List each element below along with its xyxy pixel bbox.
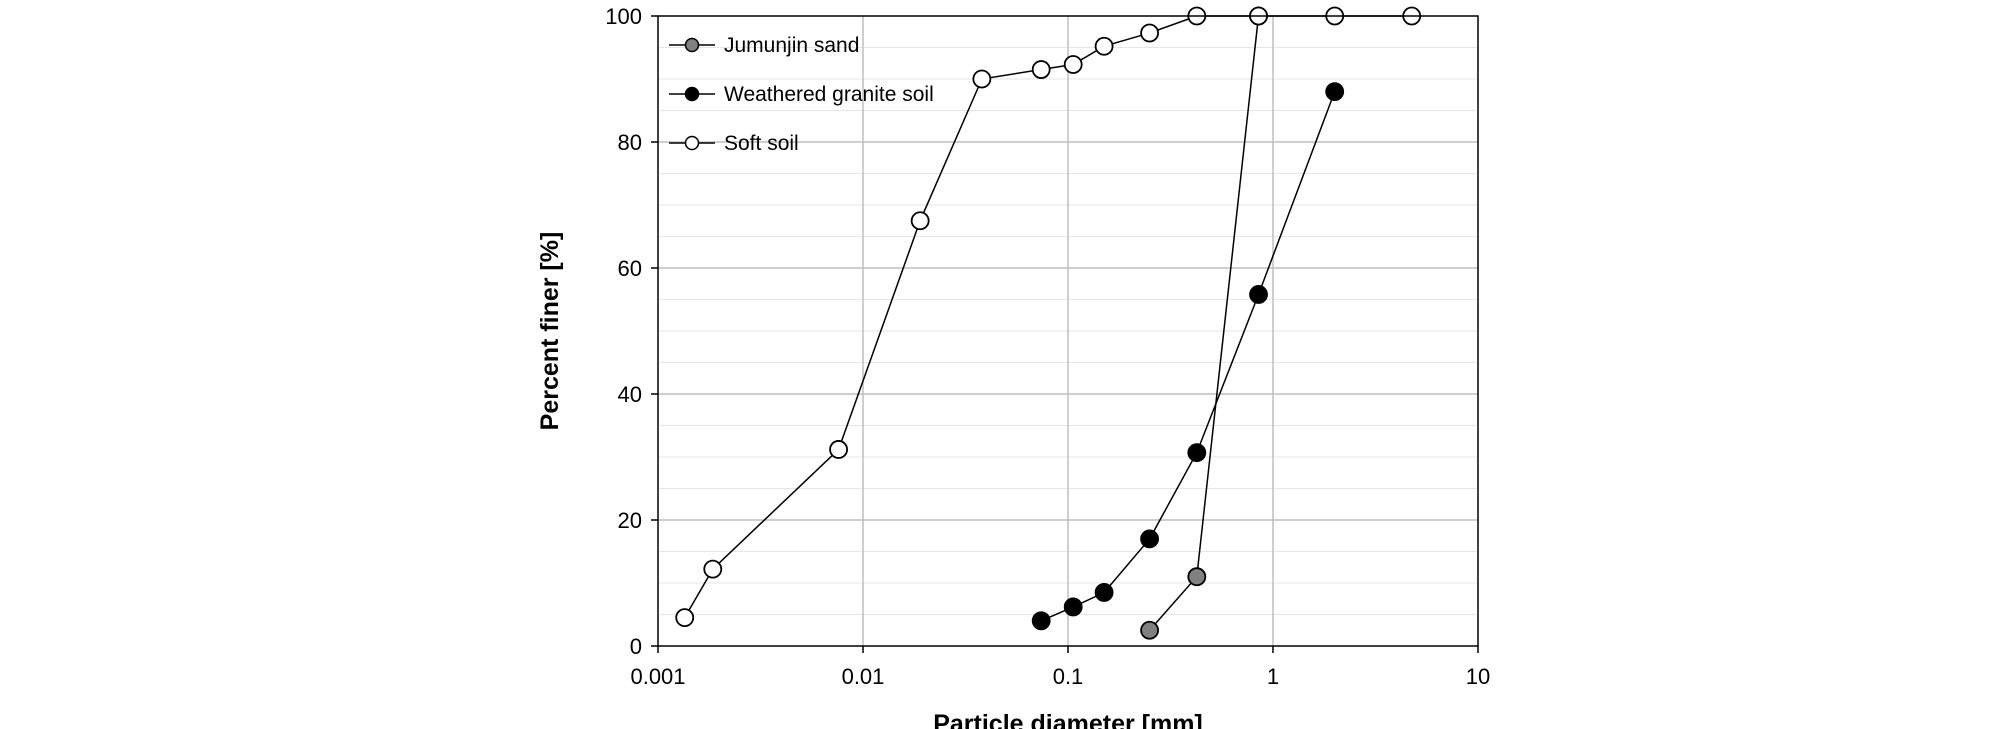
data-point	[1325, 82, 1345, 101]
series-line	[1040, 91, 1336, 622]
data-point	[1249, 285, 1268, 304]
legend-item: Jumunjin sand	[669, 34, 859, 57]
data-point	[1140, 23, 1159, 43]
y-tick-label: 80	[618, 130, 642, 155]
data-series	[675, 6, 1422, 640]
data-point	[1140, 529, 1159, 549]
legend-item: Weathered granite soil	[669, 83, 934, 106]
series-weathered-granite-soil	[1031, 82, 1345, 631]
data-point	[972, 69, 992, 89]
legend-marker	[684, 37, 700, 53]
x-tick-label: 1	[1267, 664, 1279, 689]
series-line	[684, 15, 1412, 618]
data-point	[675, 608, 695, 628]
data-point	[703, 559, 723, 579]
x-tick-label: 10	[1466, 664, 1490, 689]
legend-label: Weathered granite soil	[724, 83, 934, 106]
data-point	[1063, 597, 1083, 617]
data-point	[1140, 620, 1159, 640]
y-tick-label: 20	[618, 508, 642, 533]
y-tick-label: 40	[618, 382, 642, 407]
series-jumunjin-sand	[1140, 6, 1268, 640]
y-tick-label: 100	[605, 4, 642, 29]
legend: Jumunjin sand Weathered granite soil Soft …	[669, 34, 934, 155]
legend-marker	[684, 135, 700, 151]
legend-item: Soft soil	[669, 132, 799, 155]
legend-label: Jumunjin sand	[724, 34, 859, 57]
x-axis-title: Particle diameter [mm]	[933, 710, 1203, 729]
data-point	[1187, 567, 1207, 587]
data-point	[1187, 443, 1207, 462]
series-line	[1149, 15, 1260, 631]
x-tick-label: 0.01	[842, 664, 885, 689]
data-point	[1094, 36, 1114, 56]
data-point	[910, 211, 930, 231]
y-axis-title: Percent finer [%]	[536, 232, 564, 431]
data-point	[1094, 583, 1114, 602]
data-point	[1031, 60, 1051, 79]
legend-label: Soft soil	[724, 132, 799, 155]
x-tick-label: 0.1	[1053, 664, 1084, 689]
data-point	[829, 440, 848, 459]
x-tick-label: 0.001	[630, 664, 685, 689]
y-tick-label: 60	[618, 256, 642, 281]
grid-lines	[658, 16, 1478, 646]
data-point	[1063, 55, 1083, 74]
data-point	[1031, 611, 1051, 631]
y-tick-label: 0	[630, 634, 642, 659]
legend-marker	[684, 86, 700, 102]
